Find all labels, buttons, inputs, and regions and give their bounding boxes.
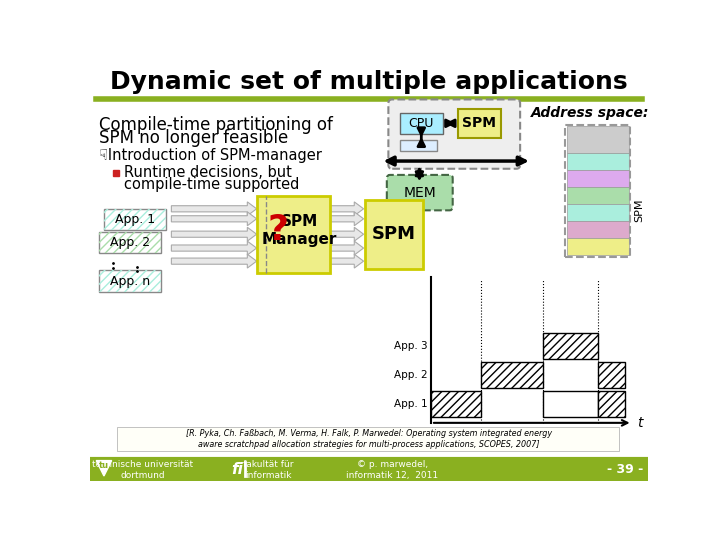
- Polygon shape: [330, 254, 364, 268]
- Polygon shape: [171, 212, 256, 226]
- Bar: [567, 204, 629, 221]
- Text: ☟Introduction of SPM-manager: ☟Introduction of SPM-manager: [99, 148, 322, 163]
- Bar: [99, 232, 161, 253]
- Text: technische universität
dortmund: technische universität dortmund: [92, 460, 193, 480]
- Polygon shape: [171, 202, 256, 215]
- Text: [R. Pyka, Ch. Faßbach, M. Verma, H. Falk, P. Marwedel: Operating system integrat: [R. Pyka, Ch. Faßbach, M. Verma, H. Falk…: [186, 429, 552, 449]
- Text: t: t: [637, 416, 643, 430]
- Text: App. n: App. n: [110, 275, 150, 288]
- Text: App. 2: App. 2: [395, 370, 428, 380]
- Bar: [113, 170, 120, 176]
- Bar: [104, 209, 166, 231]
- Bar: [567, 221, 629, 238]
- Text: SPM no longer feasible: SPM no longer feasible: [99, 129, 289, 147]
- Bar: [565, 125, 630, 256]
- Text: App. 3: App. 3: [395, 341, 428, 351]
- Bar: [567, 238, 629, 255]
- Polygon shape: [330, 241, 364, 255]
- Text: fi: fi: [231, 462, 243, 477]
- Text: SPM: SPM: [634, 198, 644, 222]
- FancyBboxPatch shape: [388, 99, 520, 168]
- Text: tu: tu: [99, 462, 109, 470]
- Bar: [117, 427, 619, 451]
- Polygon shape: [171, 241, 256, 255]
- Bar: [544, 333, 598, 359]
- Text: Runtime decisions, but: Runtime decisions, but: [124, 165, 292, 180]
- Text: Dynamic set of multiple applications: Dynamic set of multiple applications: [110, 70, 628, 94]
- Polygon shape: [171, 227, 256, 241]
- Bar: [482, 362, 544, 388]
- Text: fakultät für
informatik: fakultät für informatik: [243, 460, 294, 480]
- Bar: [256, 195, 330, 273]
- Polygon shape: [330, 202, 364, 215]
- Text: SPM: SPM: [372, 225, 416, 243]
- Text: App. 2: App. 2: [110, 236, 150, 249]
- Text: App. 1: App. 1: [395, 400, 428, 409]
- Text: MEM: MEM: [403, 186, 436, 200]
- Bar: [567, 153, 629, 170]
- Bar: [104, 209, 166, 231]
- Text: App. 1: App. 1: [115, 213, 155, 226]
- Bar: [90, 459, 648, 481]
- Text: - 39 -: - 39 -: [607, 463, 643, 476]
- Text: ?: ?: [268, 213, 289, 247]
- Text: Compile-time partitioning of: Compile-time partitioning of: [99, 116, 333, 134]
- Text: SPM
Manager: SPM Manager: [261, 214, 337, 247]
- Bar: [598, 362, 625, 388]
- Bar: [99, 271, 161, 292]
- Bar: [400, 112, 443, 134]
- Polygon shape: [330, 227, 364, 241]
- Bar: [598, 392, 625, 417]
- Text: Address space:: Address space:: [531, 105, 649, 119]
- Polygon shape: [330, 212, 364, 226]
- Polygon shape: [96, 461, 112, 476]
- Text: compile-time supported: compile-time supported: [124, 177, 300, 192]
- Text: © p. marwedel,
informatik 12,  2011: © p. marwedel, informatik 12, 2011: [346, 460, 438, 480]
- Bar: [567, 187, 629, 204]
- Text: CPU: CPU: [409, 117, 434, 130]
- Text: SPM: SPM: [462, 116, 496, 130]
- Bar: [567, 170, 629, 187]
- Bar: [458, 109, 500, 138]
- Bar: [365, 200, 423, 269]
- Bar: [99, 271, 161, 292]
- Bar: [99, 232, 161, 253]
- Polygon shape: [171, 254, 256, 268]
- Bar: [544, 392, 598, 417]
- Bar: [567, 126, 629, 153]
- Bar: [431, 392, 482, 417]
- Bar: [400, 140, 437, 151]
- FancyBboxPatch shape: [387, 175, 453, 211]
